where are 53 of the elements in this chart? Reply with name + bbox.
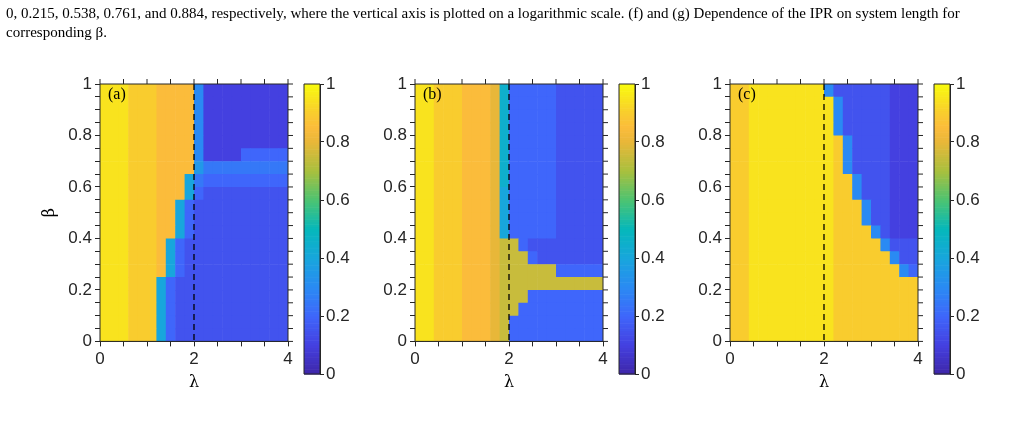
color-bar-label: 0 (641, 363, 651, 383)
color-bar-label: 0.8 (641, 131, 665, 151)
x-axis-title: λ (188, 371, 200, 391)
color-bar-label: 0.4 (956, 247, 980, 267)
y-tick-label: 0.6 (698, 176, 722, 196)
x-tick-label: 4 (283, 349, 293, 369)
color-bar-label: 0.6 (641, 189, 665, 209)
chart-title: (a) (108, 85, 126, 104)
y-tick-label: 1 (397, 73, 407, 93)
y-tick-label: 0.2 (383, 279, 407, 299)
y-tick-label: 0.4 (68, 228, 92, 248)
y-tick-label: 0.2 (698, 279, 722, 299)
color-bar-label: 0.2 (641, 305, 665, 325)
color-bar-label: 0 (326, 363, 336, 383)
color-bar-label: 0.6 (956, 189, 980, 209)
x-tick-label: 0 (95, 349, 105, 369)
chart-title: (b) (423, 85, 442, 104)
color-bar-label: 0.4 (641, 247, 665, 267)
y-tick-label: 0 (397, 331, 407, 351)
y-tick-label: 0 (712, 331, 722, 351)
y-tick-label: 0.8 (698, 125, 722, 145)
x-tick-label: 2 (819, 349, 829, 369)
y-tick-label: 0.8 (383, 125, 407, 145)
text: 0, 0.215, 0.538, 0.761, and 0.884, respectively, where the vertical axis is plotted on a logarithmic scale. (f) and (g) Dependence of the IPR on system length for corresponding β. (6, 4, 961, 42)
color-bar-label: 0.8 (326, 131, 350, 151)
x-tick-label: 4 (913, 349, 923, 369)
y-tick-label: 0.4 (698, 228, 722, 248)
y-tick-label: 1 (82, 73, 92, 93)
chart-title: (c) (738, 85, 756, 104)
x-tick-label: 0 (725, 349, 735, 369)
color-bar-label: 0.2 (956, 305, 980, 325)
color-bar-label: 0.2 (326, 305, 350, 325)
color-bar-label: 0.6 (326, 189, 350, 209)
y-axis-title: β (38, 208, 58, 218)
y-tick-label: 0.4 (383, 228, 407, 248)
y-tick-label: 0 (82, 331, 92, 351)
color-bar-label: 1 (641, 73, 651, 93)
color-bar-label: 1 (956, 73, 966, 93)
x-tick-label: 4 (598, 349, 608, 369)
x-tick-label: 2 (189, 349, 199, 369)
y-tick-label: 0.8 (68, 125, 92, 145)
x-tick-label: 0 (410, 349, 420, 369)
color-bar-label: 0.8 (956, 131, 980, 151)
x-tick-label: 2 (504, 349, 514, 369)
color-bar-label: 1 (326, 73, 336, 93)
color-bar-label: 0.4 (326, 247, 350, 267)
x-axis-title: λ (818, 371, 830, 391)
y-tick-label: 0.6 (383, 176, 407, 196)
color-bar-label: 0 (956, 363, 966, 383)
x-axis-title: λ (503, 371, 515, 391)
y-tick-label: 0.6 (68, 176, 92, 196)
y-tick-label: 1 (712, 73, 722, 93)
y-tick-label: 0.2 (68, 279, 92, 299)
